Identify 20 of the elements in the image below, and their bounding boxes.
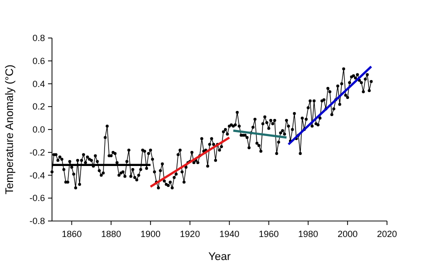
x-tick-label: 1900: [140, 229, 161, 239]
x-tick-label: 1980: [298, 229, 318, 239]
y-tick-label: -0.6: [29, 193, 45, 204]
x-tick-label: 1880: [101, 229, 122, 239]
y-tick-label: -0.2: [29, 147, 45, 158]
y-tick-label: 0.6: [32, 56, 45, 66]
x-tick-label: 1960: [258, 229, 279, 239]
x-tick-label: 2020: [376, 229, 398, 239]
y-axis-title: Temperature Anomaly (°C): [4, 64, 16, 194]
x-tick-label: 1860: [62, 229, 82, 239]
x-axis-title: Year: [208, 251, 231, 263]
x-tick-label: 1940: [219, 229, 240, 239]
y-tick-label: 0.8: [32, 33, 45, 43]
y-tick-label: 0.4: [32, 78, 45, 89]
y-tick-label: 0.0: [32, 124, 45, 134]
y-tick-label: -0.8: [29, 216, 45, 226]
y-tick-label: 0.2: [32, 102, 45, 112]
x-tick-label: 2000: [338, 229, 358, 239]
x-tick-label: 1920: [180, 229, 200, 239]
y-tick-label: -0.4: [29, 170, 45, 180]
